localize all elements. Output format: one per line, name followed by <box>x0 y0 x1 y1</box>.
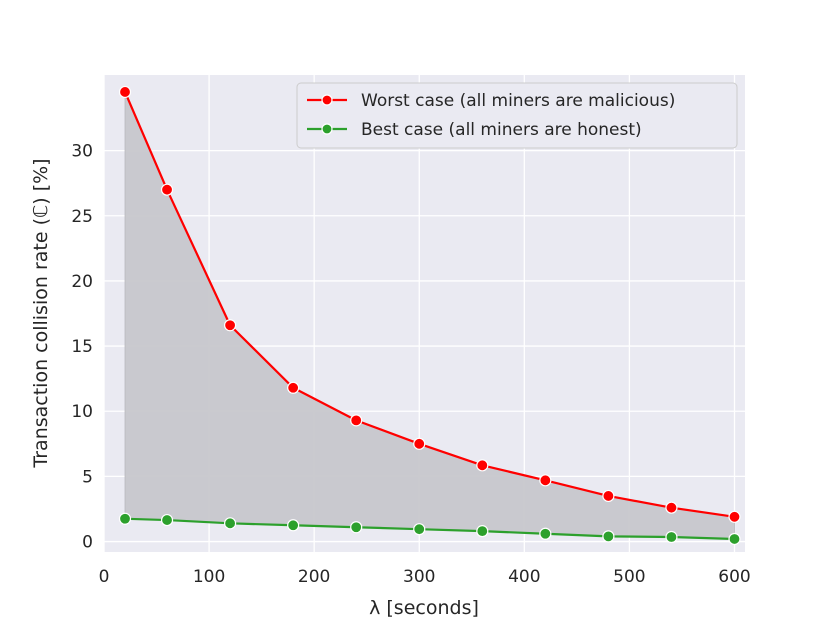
data-point-worst <box>350 414 363 427</box>
data-point-best <box>160 513 174 527</box>
y-axis-label: Transaction collision rate (ℂ) [%] <box>30 158 52 468</box>
data-point-best <box>539 527 552 540</box>
x-tick-label: 600 <box>718 567 750 587</box>
data-point-worst <box>602 489 615 503</box>
y-tick-label: 20 <box>71 272 93 292</box>
x-axis-label: λ [seconds] <box>369 597 479 619</box>
legend-marker-worst <box>321 94 333 106</box>
data-point-worst <box>476 459 489 472</box>
y-tick-label: 25 <box>71 207 93 227</box>
legend-box <box>296 82 738 149</box>
x-tick-label: 200 <box>298 567 330 587</box>
legend: Worst case (all miners are malicious) Be… <box>296 82 738 149</box>
legend-label-worst: Worst case (all miners are malicious) <box>361 91 675 111</box>
data-point-worst <box>413 437 426 450</box>
data-point-worst <box>728 510 741 523</box>
y-tick-label: 5 <box>82 467 93 487</box>
data-point-best <box>476 525 489 538</box>
data-point-best <box>223 517 237 530</box>
y-tick-labels: 0 5 10 15 20 25 30 <box>71 142 93 553</box>
series-lines <box>118 85 741 546</box>
y-tick-label: 10 <box>71 402 93 422</box>
data-point-worst <box>160 183 174 196</box>
x-tick-label: 500 <box>613 567 645 587</box>
data-point-worst <box>118 85 132 99</box>
data-point-worst <box>287 381 300 394</box>
x-tick-label: 300 <box>403 567 435 587</box>
data-point-best <box>287 519 300 532</box>
data-point-worst <box>539 474 552 487</box>
legend-marker-best <box>321 123 333 135</box>
legend-label-best: Best case (all miners are honest) <box>361 120 642 140</box>
x-tick-label: 400 <box>508 567 540 587</box>
y-tick-label: 0 <box>82 533 93 553</box>
data-point-worst <box>223 319 237 332</box>
x-tick-label: 100 <box>193 567 225 587</box>
data-point-best <box>602 530 615 543</box>
y-tick-label: 15 <box>71 337 93 357</box>
y-tick-label: 30 <box>71 142 93 162</box>
x-tick-label: 0 <box>99 567 110 587</box>
data-point-best <box>118 512 132 525</box>
data-point-worst <box>665 501 678 514</box>
data-point-best <box>350 521 363 534</box>
x-tick-labels: 0 100 200 300 400 500 600 <box>99 567 751 587</box>
data-point-best <box>728 532 741 546</box>
data-point-best <box>665 530 678 544</box>
data-point-best <box>413 523 426 536</box>
